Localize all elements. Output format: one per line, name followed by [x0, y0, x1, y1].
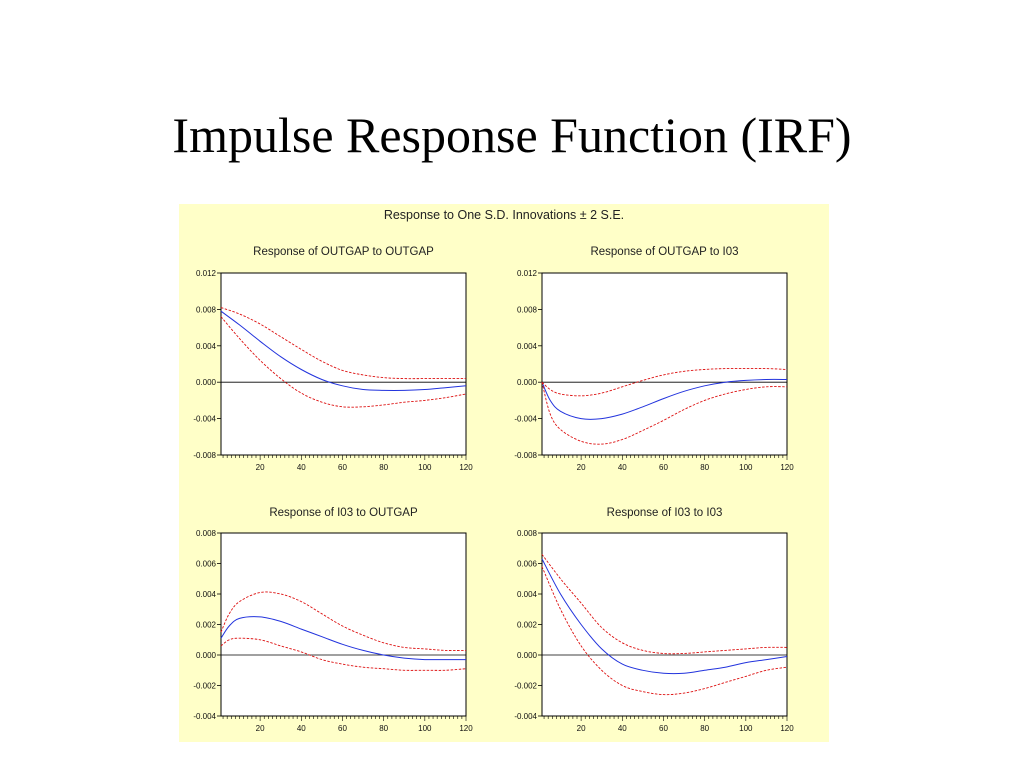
y-tick-label: 0.006 [196, 560, 217, 569]
y-tick-label: 0.012 [517, 269, 538, 278]
irf-chart-svg: Response to One S.D. Innovations ± 2 S.E… [193, 208, 794, 733]
x-tick-label: 120 [780, 463, 794, 472]
irf-figure: Response to One S.D. Innovations ± 2 S.E… [179, 204, 829, 742]
x-tick-label: 40 [618, 724, 627, 733]
x-tick-label: 20 [577, 463, 586, 472]
y-tick-label: -0.004 [193, 415, 216, 424]
response-line [541, 558, 788, 675]
x-tick-label: 60 [338, 724, 347, 733]
response-line [220, 616, 466, 661]
upper-band-line [541, 554, 788, 655]
panel-3: Response of I03 to OUTGAP 0.008 0.006 0.004… [193, 507, 473, 733]
y-tick-label: 0.004 [517, 590, 538, 599]
x-tick-label: 80 [700, 463, 709, 472]
x-tick-label: 60 [659, 724, 668, 733]
x-tick-label: 40 [618, 463, 627, 472]
figure-title: Response to One S.D. Innovations ± 2 S.E… [384, 208, 624, 222]
y-tick-label: 0.012 [196, 269, 217, 278]
plot-frame [541, 532, 788, 717]
y-tick-label: 0.002 [517, 621, 538, 630]
x-tick-label: 60 [659, 463, 668, 472]
lower-band-line [541, 566, 788, 696]
x-tick-label: 100 [739, 724, 753, 733]
x-tick-label: 100 [739, 463, 753, 472]
panel-2: Response of OUTGAP to I03 0.012 0.008 0.004… [514, 246, 794, 472]
x-tick-label: 20 [577, 724, 586, 733]
x-tick-label: 40 [297, 724, 306, 733]
y-tick-label: -0.004 [193, 712, 216, 721]
plot-frame [220, 272, 467, 456]
x-tick-label: 80 [379, 724, 388, 733]
y-tick-label: 0.000 [517, 378, 538, 387]
y-tick-label: -0.004 [514, 415, 537, 424]
y-tick-label: 0.008 [196, 305, 217, 314]
lower-band-line [541, 382, 788, 445]
x-tick-label: 100 [418, 724, 432, 733]
x-tick-label: 80 [700, 724, 709, 733]
upper-band-line [220, 307, 466, 380]
x-tick-label: 60 [338, 463, 347, 472]
upper-band-line [541, 368, 788, 397]
y-tick-label: 0.006 [517, 560, 538, 569]
x-tick-label: 120 [459, 724, 473, 733]
y-tick-label: -0.008 [514, 451, 537, 460]
x-tick-label: 100 [418, 463, 432, 472]
y-tick-label: 0.004 [517, 342, 538, 351]
y-tick-label: 0.000 [196, 378, 217, 387]
upper-band-line [220, 591, 467, 651]
y-tick-label: -0.004 [514, 712, 537, 721]
response-line [220, 310, 467, 391]
panel-title: Response of I03 to I03 [607, 507, 723, 519]
y-tick-label: 0.008 [196, 529, 217, 538]
panel-1: Response of OUTGAP to OUTGAP 0.012 0.008 0.… [193, 246, 473, 472]
x-tick-label: 80 [379, 463, 388, 472]
y-tick-label: -0.008 [193, 451, 216, 460]
y-tick-label: -0.002 [514, 682, 537, 691]
lower-band-line [220, 637, 467, 671]
y-tick-label: 0.000 [517, 651, 538, 660]
panel-4: Response of I03 to I03 0.008 0.006 0.004 0.0… [514, 507, 794, 733]
plot-frame [220, 532, 467, 717]
x-tick-label: 120 [780, 724, 794, 733]
plot-frame [541, 272, 788, 456]
y-tick-label: -0.002 [193, 682, 216, 691]
panel-title: Response of I03 to OUTGAP [269, 507, 418, 519]
y-tick-label: 0.004 [196, 590, 217, 599]
panel-title: Response of OUTGAP to I03 [590, 246, 738, 258]
y-tick-label: 0.008 [517, 529, 538, 538]
y-tick-label: 0.008 [517, 305, 538, 314]
response-line [541, 378, 788, 420]
slide-title: Impulse Response Function (IRF) [172, 107, 852, 163]
panel-title: Response of OUTGAP to OUTGAP [253, 246, 434, 258]
y-tick-label: 0.000 [196, 651, 217, 660]
x-tick-label: 20 [256, 463, 265, 472]
x-tick-label: 20 [256, 724, 265, 733]
y-tick-label: 0.004 [196, 342, 217, 351]
lower-band-line [220, 316, 467, 408]
x-tick-label: 120 [459, 463, 473, 472]
y-tick-label: 0.002 [196, 621, 217, 630]
x-tick-label: 40 [297, 463, 306, 472]
